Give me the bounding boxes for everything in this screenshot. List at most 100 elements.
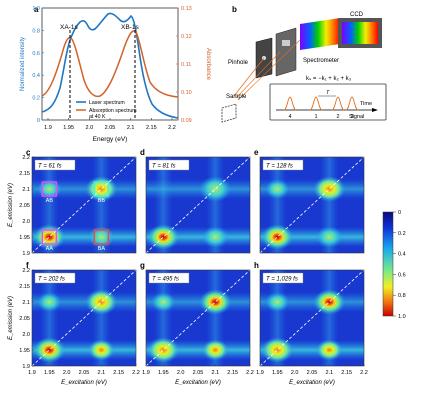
peak-bb: [85, 176, 118, 202]
colorbar-tick-label: 0.4: [398, 252, 406, 258]
panel-a-right-tick-label: 0.11: [181, 62, 191, 68]
peak-aa: [147, 224, 180, 250]
panel-a-left-tick-label: 1.0: [32, 6, 40, 12]
map-y-tick-label: 2.15: [19, 284, 30, 290]
map-panel-h: h T = 1,029 fs 1.9 1.95 2.0 2.05 2.1 2.15 2.2 E_e…: [254, 261, 368, 386]
diagonal-line: [146, 270, 250, 366]
map-panel-letter: e: [254, 148, 259, 157]
map-x-tick-label: 1.9: [256, 370, 264, 376]
panel-a-left-tick-label: 0.4: [32, 73, 40, 79]
map-frame: [259, 156, 365, 254]
map-x-tick-label: 1.9: [28, 370, 36, 376]
T-label: T: [326, 90, 330, 96]
T-label-box: [34, 272, 76, 284]
map-panel-d: d T = 81 fs: [140, 148, 251, 254]
region-label-ab: AB: [46, 198, 54, 204]
peak-bb: [313, 289, 346, 315]
region-label-bb: BB: [98, 198, 106, 204]
region-box-ba: [93, 229, 110, 245]
region-box-aa: [41, 229, 58, 245]
colorbar-tick-label: 0: [398, 210, 401, 216]
peak-aa: [147, 337, 180, 363]
beam-1: [233, 57, 265, 97]
ccd-label: CCD: [350, 12, 364, 18]
panel-a-x-tick-label: 1.9: [44, 125, 52, 131]
map-x-tick-label: 2.0: [177, 370, 185, 376]
panel-b-letter: b: [232, 5, 237, 14]
map-x-tick-label: 2.2: [246, 370, 254, 376]
map-panel-letter: c: [26, 148, 31, 157]
colorbar-tick-label: 0.2: [398, 231, 406, 237]
map-x-tick-label: 1.95: [272, 370, 283, 376]
map-y-tick-label: 1.9: [22, 251, 30, 257]
panel-a-ylabel-right: Absorbance: [205, 48, 211, 81]
map-y-tick-label: 2.1: [22, 187, 30, 193]
peak-ba: [316, 226, 343, 248]
map-y-tick-label: 1.9: [22, 364, 30, 370]
peak-ab: [265, 179, 290, 199]
map-x-tick-label: 2.1: [326, 370, 334, 376]
absorption-spectrum-curve: [41, 30, 179, 98]
map-y-tick-label: 1.95: [19, 348, 30, 354]
spectra-maps: c T = 61 fs AB BB AA BA 2.2 2.15 2.1 2.05 2.0 1.95 1…: [8, 148, 368, 386]
pulse-label: 4: [288, 114, 291, 120]
panel-a-x-tick-label: 1.95: [63, 125, 74, 131]
spectrometer-box: [275, 27, 297, 77]
peak-ab: [37, 179, 62, 199]
legend-absorption-label-2: at 40 K: [89, 114, 106, 120]
panel-a-left-tick-label: 0: [37, 118, 40, 124]
panel-a: a 00.20.40.60.81.0 0.090.100.110.120.13 …: [20, 5, 211, 143]
map-body: [260, 157, 364, 253]
ccd-sensor: [342, 22, 378, 44]
panel-a-right-tick-label: 0.13: [181, 6, 192, 12]
panel-a-x-tick-label: 2.15: [146, 125, 157, 131]
T-label: T = 81 fs: [152, 164, 176, 170]
map-x-axis-label: E_excitation (eV): [289, 380, 335, 386]
k-vector-equation: kₛ = −k₁ + k₂ + k₃: [306, 76, 352, 82]
pulse-sequence-box: [269, 83, 387, 121]
beam-2: [235, 51, 281, 99]
peak-ab: [151, 292, 176, 312]
map-body: [146, 157, 250, 253]
panel-a-left-tick-label: 0.8: [32, 28, 40, 34]
diagonal-line: [32, 270, 136, 366]
panel-a-left-tick-label: 0.2: [32, 96, 40, 102]
map-y-tick-label: 2.05: [19, 316, 30, 322]
peak-aa: [33, 224, 66, 250]
xa-marker-label: XA-1s: [60, 24, 78, 31]
map-x-tick-label: 1.95: [158, 370, 169, 376]
diagonal-line: [146, 157, 250, 253]
T-label: T = 128 fs: [266, 164, 293, 170]
panel-b: b CCD Spectrometer Pinhole Sample kₛ = −…: [221, 5, 387, 123]
T-label-box: [148, 159, 190, 171]
panel-a-x-tick-label: 2.2: [168, 125, 176, 131]
peak-ba: [316, 339, 343, 361]
peak-aa: [261, 337, 294, 363]
pulse: [345, 96, 359, 111]
colorbar-ticks: 0 0.2 0.4 0.6 0.8 1.0: [393, 210, 406, 320]
map-x-tick-label: 2.05: [193, 370, 204, 376]
panel-a-right-tick-label: 0.10: [181, 90, 192, 96]
map-y-tick-label: 2.15: [19, 171, 30, 177]
region-box-ab: [41, 181, 58, 197]
map-panel-letter: h: [254, 261, 259, 270]
legend-laser-label: Laser spectrum: [89, 100, 125, 106]
map-x-tick-label: 2.05: [79, 370, 90, 376]
pulse: [331, 96, 345, 111]
peak-bb: [199, 289, 232, 315]
map-y-tick-label: 2.1: [22, 300, 30, 306]
panel-a-x-tick-label: 2.1: [127, 125, 135, 131]
panel-a-left-tick-label: 0.6: [32, 51, 40, 57]
map-frame: [145, 156, 251, 254]
colorbar-tick-label: 1.0: [398, 314, 406, 320]
map-x-tick-label: 2.05: [307, 370, 318, 376]
map-panel-letter: g: [140, 261, 145, 270]
map-y-tick-label: 1.95: [19, 235, 30, 241]
colorbar-tick-label: 0.8: [398, 293, 406, 299]
peak-aa: [33, 337, 66, 363]
map-body: [260, 270, 364, 366]
spectrum-fan: [300, 18, 340, 50]
panel-a-right-ticks: 0.09 0.10 0.11 0.12 0.13: [176, 6, 192, 124]
pulse-label: 1: [314, 114, 317, 120]
